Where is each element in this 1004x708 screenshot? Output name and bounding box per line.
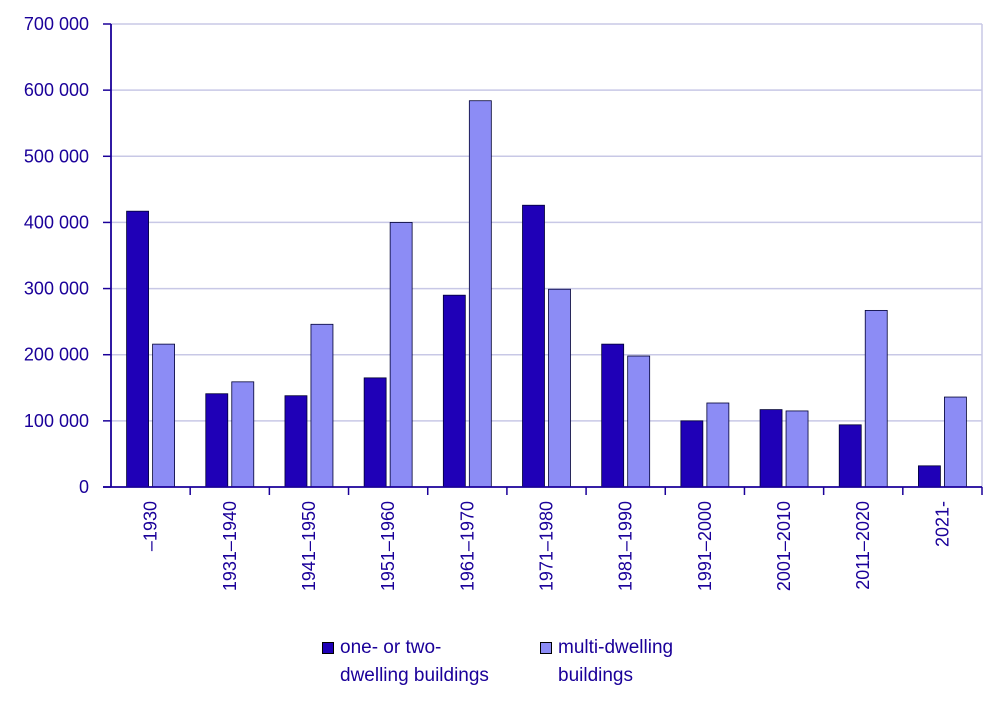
y-tick-label: 100 000 bbox=[24, 411, 89, 431]
legend-label-multi: multi-dwelling buildings bbox=[558, 637, 674, 686]
bar-one-or-two bbox=[126, 210, 149, 488]
x-tick-label: 1941–1950 bbox=[299, 501, 319, 591]
bar-one-or-two bbox=[918, 465, 941, 488]
y-tick-label: 400 000 bbox=[24, 212, 89, 232]
x-tick-label: 2021- bbox=[932, 501, 952, 547]
x-tick-label: 1981–1990 bbox=[616, 501, 636, 591]
y-tick-label: 300 000 bbox=[24, 279, 89, 299]
bar-multi bbox=[864, 309, 888, 488]
bar-one-or-two bbox=[522, 204, 545, 488]
legend-item-multi: multi-dwelling buildings bbox=[540, 634, 673, 690]
bar-one-or-two bbox=[759, 409, 783, 488]
bar-multi bbox=[627, 355, 651, 488]
legend-item-one-or-two: one- or two- dwelling buildings bbox=[322, 634, 489, 690]
y-tick-label: 600 000 bbox=[24, 80, 89, 100]
bar-chart: 0 100 000 200 000 300 000 400 000 500 000 600 … bbox=[24, 14, 983, 591]
y-tick-label: 500 000 bbox=[24, 146, 89, 166]
bar-one-or-two bbox=[838, 424, 862, 488]
x-tick-label: 1971–1980 bbox=[537, 501, 557, 591]
x-tick-label: 1931–1940 bbox=[220, 501, 240, 591]
bar-multi bbox=[310, 323, 334, 488]
bar-one-or-two bbox=[601, 343, 625, 488]
x-tick-label: 1991–2000 bbox=[695, 501, 715, 591]
y-tick-label: 0 bbox=[79, 477, 89, 497]
legend-label-one-or-two: one- or two- dwelling buildings bbox=[340, 637, 489, 686]
bar-multi bbox=[468, 100, 492, 488]
x-tick-label: 2001–2010 bbox=[774, 501, 794, 591]
bar-multi bbox=[548, 288, 571, 488]
bar-one-or-two bbox=[284, 395, 308, 488]
bar-multi bbox=[785, 410, 809, 488]
y-tick-label: 200 000 bbox=[24, 345, 89, 365]
x-tick-label: –1930 bbox=[141, 501, 161, 551]
legend-swatch-one-or-two bbox=[322, 642, 334, 654]
legend-swatch-multi bbox=[540, 642, 552, 654]
bar-multi bbox=[231, 381, 255, 488]
bar-multi bbox=[944, 396, 967, 488]
bar-one-or-two bbox=[205, 393, 229, 488]
x-tick-label: 2011–2020 bbox=[853, 501, 873, 590]
bar-one-or-two bbox=[680, 420, 704, 488]
bar-multi bbox=[706, 402, 730, 488]
bar-one-or-two bbox=[442, 294, 466, 488]
x-tick-label: 1951–1960 bbox=[378, 501, 398, 591]
x-tick-label: 1961–1970 bbox=[457, 501, 477, 591]
y-tick-label: 700 000 bbox=[24, 14, 89, 34]
bar-one-or-two bbox=[363, 377, 387, 488]
bar-multi bbox=[389, 222, 413, 488]
bar-multi bbox=[152, 343, 175, 488]
